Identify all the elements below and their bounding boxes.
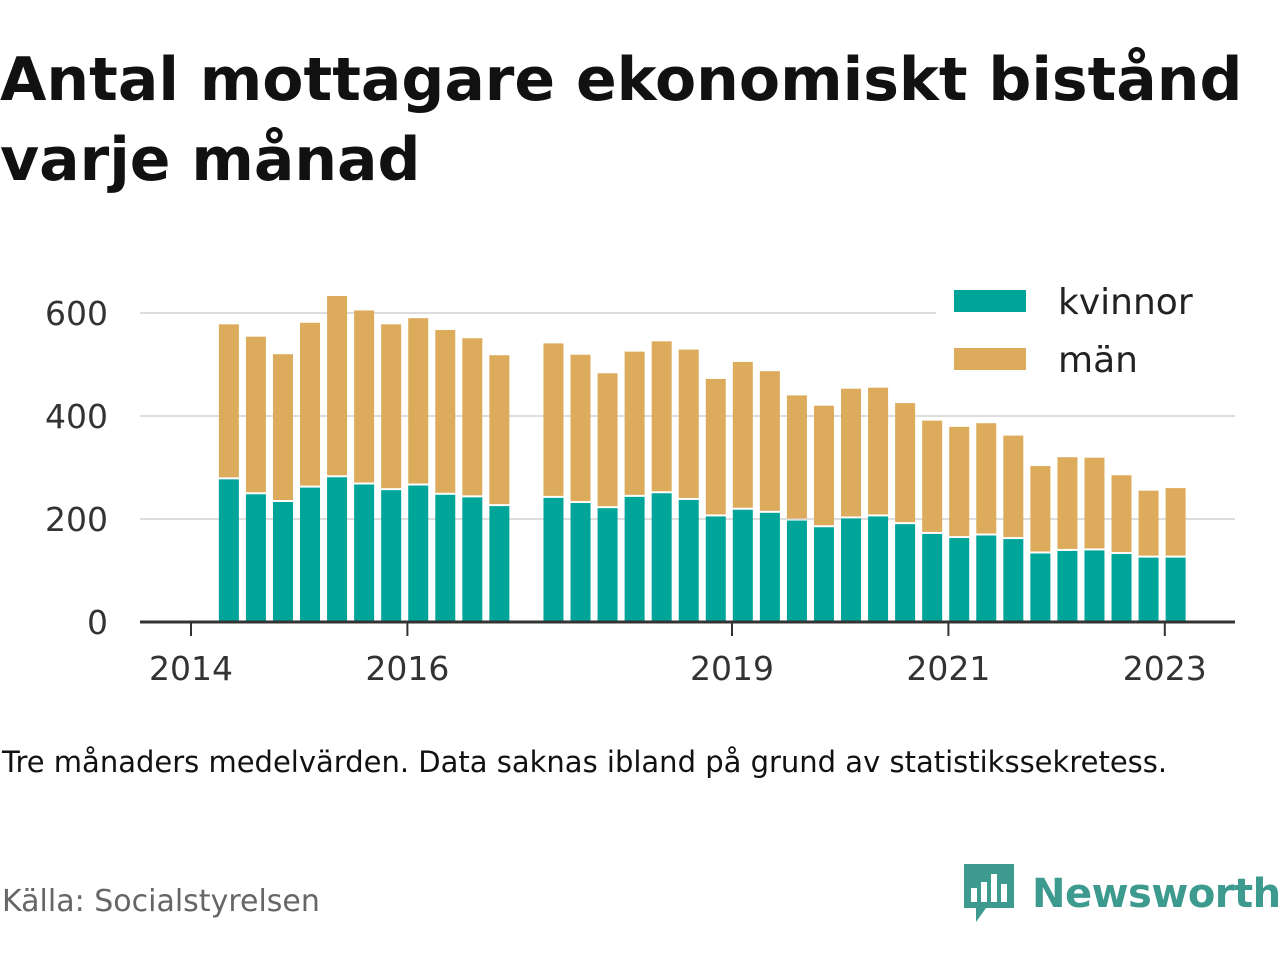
bar-kvinnor	[1003, 539, 1024, 622]
bar-kvinnor	[354, 484, 375, 622]
bar-man	[435, 329, 456, 493]
chart-note: Tre månaders medelvärden. Data saknas ib…	[2, 745, 1168, 779]
bar-man	[1111, 475, 1132, 553]
bar-kvinnor	[949, 538, 970, 622]
x-tick-label: 2021	[906, 649, 990, 688]
bar-kvinnor	[408, 485, 429, 622]
bar-man	[489, 355, 510, 505]
bar-kvinnor	[895, 524, 916, 622]
bar-kvinnor	[786, 520, 807, 622]
bar-man	[678, 349, 699, 498]
bar-man	[813, 405, 834, 526]
bar-man	[868, 387, 889, 515]
bar-man	[732, 361, 753, 508]
bar-man	[895, 403, 916, 523]
bar-kvinnor	[624, 496, 645, 622]
bar-man	[354, 310, 375, 483]
bar-kvinnor	[543, 497, 564, 622]
brand-name: Newsworthy	[1032, 871, 1280, 917]
bar-kvinnor	[462, 497, 483, 622]
bar-kvinnor	[245, 494, 266, 622]
bar-kvinnor	[1165, 557, 1186, 622]
bar-man	[1057, 457, 1078, 549]
bar-man	[949, 426, 970, 537]
bar-kvinnor	[813, 527, 834, 622]
newsworthy-chart-bubble-icon	[964, 864, 1014, 922]
bar-kvinnor	[922, 533, 943, 622]
bar-kvinnor	[570, 503, 591, 622]
bar-man	[570, 354, 591, 502]
bar-kvinnor	[1057, 550, 1078, 622]
bar-kvinnor	[489, 506, 510, 622]
bar-man	[327, 296, 348, 476]
bar-kvinnor	[678, 499, 699, 622]
legend-label: kvinnor	[1058, 282, 1193, 323]
y-tick-label: 600	[45, 294, 108, 333]
x-tick-label: 2016	[365, 649, 449, 688]
bar-man	[1030, 465, 1051, 552]
bar-man	[1003, 435, 1024, 538]
y-tick-label: 400	[45, 397, 108, 436]
bar-kvinnor	[651, 493, 672, 622]
chart-title: Antal mottagare ekonomiskt bistånd varje…	[0, 45, 1243, 195]
bar-man	[1138, 490, 1159, 556]
bar-man	[408, 318, 429, 484]
x-tick-label: 2023	[1123, 649, 1207, 688]
bar-man	[1084, 457, 1105, 549]
bar-man	[1165, 488, 1186, 556]
bar-man	[245, 336, 266, 493]
x-tick-label: 2014	[149, 649, 233, 688]
bar-man	[976, 423, 997, 534]
bar-man	[543, 343, 564, 496]
legend: kvinnor män	[936, 282, 1236, 394]
y-tick-label: 0	[87, 603, 108, 642]
bar-kvinnor	[868, 516, 889, 622]
bar-kvinnor	[435, 494, 456, 622]
bar-man	[705, 378, 726, 515]
bar-man	[786, 395, 807, 519]
legend-label: män	[1058, 340, 1138, 381]
bar-man	[759, 371, 780, 511]
bar-kvinnor	[597, 508, 618, 622]
bar-man	[381, 324, 402, 489]
brand: Newsworthy	[964, 864, 1280, 924]
bar-kvinnor	[1138, 557, 1159, 622]
axes: 0 200 400 600 2014 2016 2019 2021 2023	[45, 294, 1235, 688]
bar-man	[462, 338, 483, 496]
bar-kvinnor	[759, 512, 780, 622]
bar-kvinnor	[218, 479, 239, 622]
bar-man	[597, 373, 618, 507]
bar-man	[218, 324, 239, 478]
bars	[218, 296, 1186, 622]
bar-kvinnor	[272, 502, 293, 622]
bar-kvinnor	[1030, 553, 1051, 622]
bar-man	[300, 322, 321, 486]
legend-swatch	[954, 348, 1026, 370]
bar-kvinnor	[841, 518, 862, 622]
bar-man	[922, 420, 943, 532]
stacked-bar-chart: 0 200 400 600 2014 2016 2019 2021 2023 kvinnor mä…	[45, 282, 1236, 688]
x-tick-label: 2019	[690, 649, 774, 688]
bar-man	[841, 388, 862, 517]
bar-kvinnor	[300, 487, 321, 622]
bar-kvinnor	[705, 516, 726, 622]
bar-kvinnor	[732, 509, 753, 622]
bar-man	[624, 351, 645, 495]
source-text: Källa: Socialstyrelsen	[2, 884, 320, 919]
bar-kvinnor	[976, 535, 997, 622]
bar-kvinnor	[381, 490, 402, 622]
bar-man	[651, 341, 672, 492]
bar-kvinnor	[1084, 550, 1105, 622]
y-tick-label: 200	[45, 500, 108, 539]
legend-swatch	[954, 290, 1026, 312]
bar-kvinnor	[1111, 554, 1132, 622]
bar-kvinnor	[327, 477, 348, 622]
bar-man	[272, 354, 293, 501]
